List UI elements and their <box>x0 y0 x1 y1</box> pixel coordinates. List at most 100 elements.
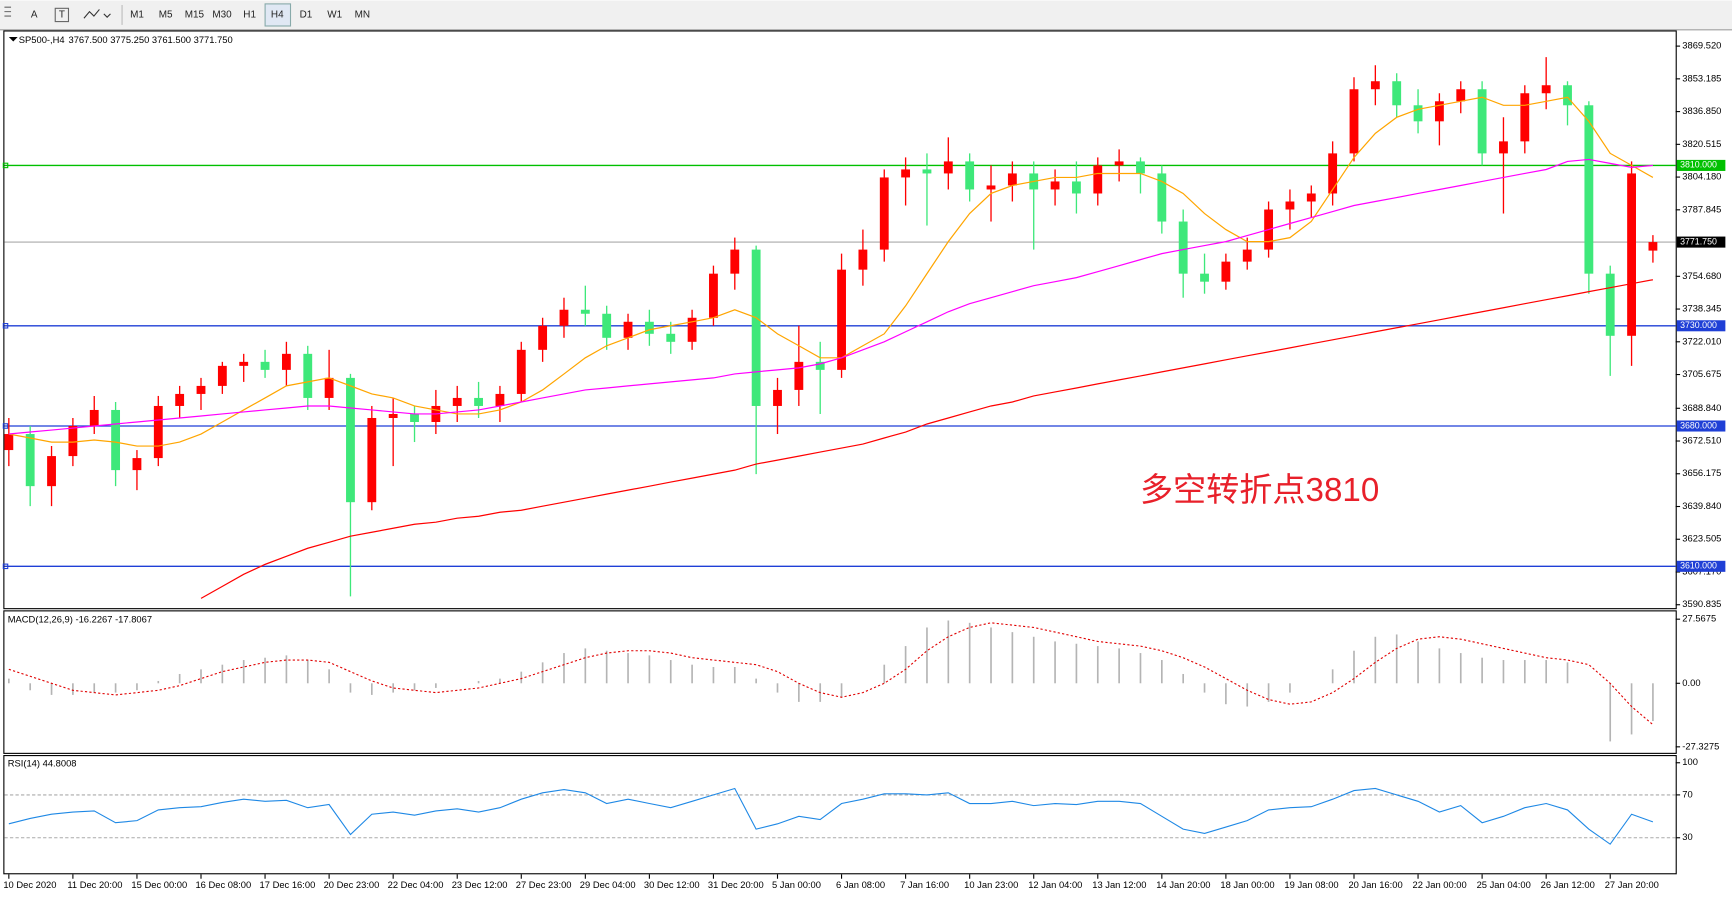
tool-text[interactable]: A <box>31 10 38 21</box>
candle-body <box>1499 141 1508 154</box>
candle-body <box>1114 161 1124 166</box>
x-tick-label: 29 Dec 04:00 <box>580 880 636 890</box>
candle-body <box>1563 85 1572 106</box>
x-tick-label: 13 Jan 12:00 <box>1092 880 1146 890</box>
candle-body <box>388 413 398 418</box>
symbol-icon <box>8 37 18 42</box>
x-tick-label: 19 Jan 08:00 <box>1284 880 1338 890</box>
candle-body <box>666 333 676 342</box>
x-tick-label: 31 Dec 20:00 <box>708 880 764 890</box>
candle-body <box>324 377 334 398</box>
period-button[interactable]: M5 <box>159 10 173 21</box>
candle-body <box>1434 101 1444 122</box>
period-button[interactable]: D1 <box>300 10 313 21</box>
period-button[interactable]: M1 <box>130 10 144 21</box>
candle-body <box>559 309 569 326</box>
tool-icon <box>83 9 111 19</box>
candle-body <box>858 249 868 270</box>
y-tick-label: 3639.840 <box>1682 501 1721 511</box>
x-tick-label: 5 Jan 00:00 <box>772 880 821 890</box>
y-tick-label: 3722.010 <box>1682 336 1721 346</box>
candle-body <box>175 393 185 406</box>
last-price-label: 3771.750 <box>1680 236 1717 246</box>
x-tick-label: 10 Dec 2020 <box>3 880 56 890</box>
y-tick-label: 3804.180 <box>1682 172 1721 182</box>
candle-body <box>986 185 996 190</box>
x-tick-label: 18 Jan 00:00 <box>1220 880 1274 890</box>
period-button[interactable]: MN <box>355 10 370 21</box>
level-tag <box>1676 560 1726 572</box>
candle-body <box>1306 193 1316 202</box>
candle-body <box>1285 201 1295 210</box>
candle-body <box>1072 181 1081 194</box>
x-tick-label: 12 Jan 04:00 <box>1028 880 1082 890</box>
x-tick-label: 17 Dec 16:00 <box>260 880 316 890</box>
x-tick-label: 22 Jan 00:00 <box>1413 880 1467 890</box>
x-tick-label: 25 Jan 04:00 <box>1477 880 1531 890</box>
candle-body <box>580 309 590 314</box>
candle-body <box>730 249 740 274</box>
level-handle <box>2 162 9 169</box>
period-button[interactable]: H4 <box>271 10 284 21</box>
panel-title: MACD(12,26,9) -16.2267 -17.8067 <box>8 615 152 625</box>
x-tick-label: 7 Jan 16:00 <box>900 880 949 890</box>
candle-body <box>111 409 121 471</box>
candle-body <box>303 353 313 398</box>
period-button[interactable]: M15 <box>185 10 205 21</box>
candle-body <box>751 249 761 406</box>
y-tick-label: 70 <box>1682 789 1692 799</box>
candle-body <box>132 458 142 471</box>
candle-body <box>837 269 846 370</box>
candle-body <box>1584 105 1594 274</box>
last-price-tag <box>1676 236 1726 248</box>
x-tick-label: 22 Dec 04:00 <box>388 880 444 890</box>
x-tick-label: 20 Jan 16:00 <box>1348 880 1402 890</box>
candle-body <box>1349 89 1359 154</box>
level-handle <box>2 423 9 429</box>
tool-label[interactable]: T <box>59 10 65 21</box>
candle-body <box>965 161 975 190</box>
x-tick-label: 26 Jan 12:00 <box>1541 880 1595 890</box>
x-tick-label: 10 Jan 23:00 <box>964 880 1018 890</box>
macd-signal <box>8 622 1654 726</box>
y-tick-label: 30 <box>1682 832 1692 842</box>
candle-body <box>1392 81 1402 106</box>
candle-body <box>260 361 270 370</box>
y-tick-label: 3820.515 <box>1682 139 1721 149</box>
tool-frame <box>54 7 70 23</box>
panel-title: SP500-,H4 <box>19 35 65 45</box>
candle-body <box>1541 85 1551 94</box>
y-tick-label: 27.5675 <box>1682 614 1716 624</box>
candle-body <box>346 377 355 503</box>
y-tick-label: 3754.680 <box>1682 271 1721 281</box>
rsi-line <box>8 787 1654 845</box>
period-button[interactable]: W1 <box>327 10 342 21</box>
y-tick-label: 3688.840 <box>1682 403 1721 413</box>
candle-body <box>1413 105 1423 122</box>
candle-body <box>1136 161 1145 174</box>
x-tick-label: 23 Dec 12:00 <box>452 880 508 890</box>
moving-average <box>200 279 1654 599</box>
candle-body <box>1178 221 1188 274</box>
x-tick-label: 14 Jan 20:00 <box>1156 880 1210 890</box>
y-tick-label: 3705.675 <box>1682 369 1721 379</box>
period-button[interactable]: H1 <box>243 10 256 21</box>
candle-body <box>367 417 377 503</box>
y-tick-label: 0.00 <box>1682 678 1700 688</box>
level-tag <box>1676 159 1726 171</box>
candle-body <box>1328 153 1338 194</box>
level-label: 3730.000 <box>1680 320 1717 330</box>
candle-body <box>153 405 163 459</box>
y-tick-label: 3738.345 <box>1682 304 1721 314</box>
level-label: 3610.000 <box>1680 561 1717 571</box>
candle-body <box>687 317 697 342</box>
candle-body <box>474 397 483 406</box>
rsi-panel <box>3 755 1677 875</box>
x-tick-label: 16 Dec 08:00 <box>195 880 251 890</box>
y-tick-label: 3836.850 <box>1682 106 1721 116</box>
candle-body <box>922 169 932 174</box>
y-tick-label: 3672.510 <box>1682 436 1721 446</box>
toolbar <box>0 0 1732 31</box>
x-tick-label: 27 Dec 23:00 <box>516 880 572 890</box>
period-button[interactable]: M30 <box>212 10 232 21</box>
